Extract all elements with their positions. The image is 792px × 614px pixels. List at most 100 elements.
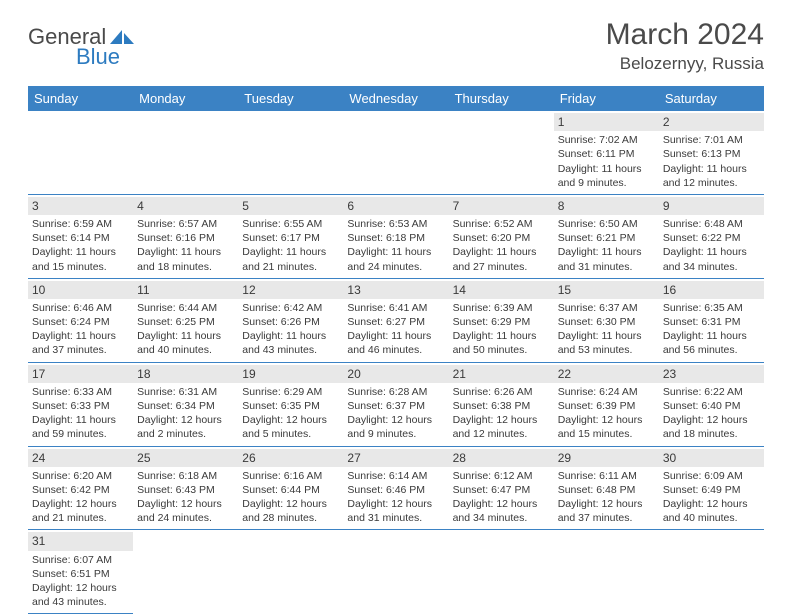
daylight-text-2: and 28 minutes. bbox=[242, 511, 339, 525]
sunrise-text: Sunrise: 6:12 AM bbox=[453, 469, 550, 483]
daylight-text-1: Daylight: 12 hours bbox=[32, 581, 129, 595]
day-number-bar: 15 bbox=[554, 281, 659, 299]
calendar-empty-cell bbox=[449, 530, 554, 614]
daylight-text-2: and 40 minutes. bbox=[137, 343, 234, 357]
sunrise-text: Sunrise: 6:14 AM bbox=[347, 469, 444, 483]
calendar-day-cell: 30 Sunrise: 6:09 AM Sunset: 6:49 PM Dayl… bbox=[659, 447, 764, 530]
day-number: 1 bbox=[558, 115, 565, 129]
sunset-text: Sunset: 6:24 PM bbox=[32, 315, 129, 329]
calendar-day-cell: 9 Sunrise: 6:48 AM Sunset: 6:22 PM Dayli… bbox=[659, 195, 764, 278]
day-number-bar: 3 bbox=[28, 197, 133, 215]
day-number-bar: 5 bbox=[238, 197, 343, 215]
daylight-text-2: and 9 minutes. bbox=[347, 427, 444, 441]
day-number-bar: 6 bbox=[343, 197, 448, 215]
daylight-text-2: and 40 minutes. bbox=[663, 511, 760, 525]
sunset-text: Sunset: 6:38 PM bbox=[453, 399, 550, 413]
calendar-day-cell: 21 Sunrise: 6:26 AM Sunset: 6:38 PM Dayl… bbox=[449, 363, 554, 446]
day-number-bar: 20 bbox=[343, 365, 448, 383]
daylight-text-2: and 27 minutes. bbox=[453, 260, 550, 274]
daylight-text-1: Daylight: 12 hours bbox=[663, 497, 760, 511]
sunrise-text: Sunrise: 6:48 AM bbox=[663, 217, 760, 231]
sunrise-text: Sunrise: 6:11 AM bbox=[558, 469, 655, 483]
day-number-bar: 29 bbox=[554, 449, 659, 467]
weekday-header: Monday bbox=[133, 86, 238, 111]
sunset-text: Sunset: 6:25 PM bbox=[137, 315, 234, 329]
sunset-text: Sunset: 6:51 PM bbox=[32, 567, 129, 581]
calendar-day-cell: 29 Sunrise: 6:11 AM Sunset: 6:48 PM Dayl… bbox=[554, 447, 659, 530]
sunrise-text: Sunrise: 6:39 AM bbox=[453, 301, 550, 315]
day-number: 4 bbox=[137, 199, 144, 213]
sunrise-text: Sunrise: 6:59 AM bbox=[32, 217, 129, 231]
sunrise-text: Sunrise: 6:46 AM bbox=[32, 301, 129, 315]
sunset-text: Sunset: 6:35 PM bbox=[242, 399, 339, 413]
daylight-text-1: Daylight: 11 hours bbox=[558, 245, 655, 259]
calendar-day-cell: 27 Sunrise: 6:14 AM Sunset: 6:46 PM Dayl… bbox=[343, 447, 448, 530]
daylight-text-1: Daylight: 12 hours bbox=[347, 413, 444, 427]
day-number-bar: 21 bbox=[449, 365, 554, 383]
day-number-bar: 13 bbox=[343, 281, 448, 299]
sunset-text: Sunset: 6:47 PM bbox=[453, 483, 550, 497]
day-number: 25 bbox=[137, 451, 150, 465]
daylight-text-2: and 31 minutes. bbox=[558, 260, 655, 274]
day-number: 31 bbox=[32, 534, 45, 548]
calendar-day-cell: 17 Sunrise: 6:33 AM Sunset: 6:33 PM Dayl… bbox=[28, 363, 133, 446]
sunset-text: Sunset: 6:33 PM bbox=[32, 399, 129, 413]
daylight-text-2: and 2 minutes. bbox=[137, 427, 234, 441]
daylight-text-1: Daylight: 12 hours bbox=[663, 413, 760, 427]
daylight-text-2: and 46 minutes. bbox=[347, 343, 444, 357]
calendar-day-cell: 15 Sunrise: 6:37 AM Sunset: 6:30 PM Dayl… bbox=[554, 279, 659, 362]
daylight-text-1: Daylight: 12 hours bbox=[32, 497, 129, 511]
calendar-day-cell: 14 Sunrise: 6:39 AM Sunset: 6:29 PM Dayl… bbox=[449, 279, 554, 362]
sunset-text: Sunset: 6:49 PM bbox=[663, 483, 760, 497]
daylight-text-2: and 37 minutes. bbox=[32, 343, 129, 357]
day-number: 6 bbox=[347, 199, 354, 213]
daylight-text-2: and 18 minutes. bbox=[137, 260, 234, 274]
calendar-day-cell: 10 Sunrise: 6:46 AM Sunset: 6:24 PM Dayl… bbox=[28, 279, 133, 362]
sunrise-text: Sunrise: 6:37 AM bbox=[558, 301, 655, 315]
day-number-bar: 24 bbox=[28, 449, 133, 467]
day-number-bar: 25 bbox=[133, 449, 238, 467]
day-number-bar: 8 bbox=[554, 197, 659, 215]
daylight-text-1: Daylight: 12 hours bbox=[242, 413, 339, 427]
daylight-text-2: and 43 minutes. bbox=[242, 343, 339, 357]
calendar-empty-cell bbox=[238, 530, 343, 614]
sunrise-text: Sunrise: 6:26 AM bbox=[453, 385, 550, 399]
sunset-text: Sunset: 6:48 PM bbox=[558, 483, 655, 497]
calendar-day-cell: 24 Sunrise: 6:20 AM Sunset: 6:42 PM Dayl… bbox=[28, 447, 133, 530]
sunrise-text: Sunrise: 6:09 AM bbox=[663, 469, 760, 483]
sunset-text: Sunset: 6:31 PM bbox=[663, 315, 760, 329]
sunset-text: Sunset: 6:27 PM bbox=[347, 315, 444, 329]
sunset-text: Sunset: 6:26 PM bbox=[242, 315, 339, 329]
day-number-bar: 1 bbox=[554, 113, 659, 131]
logo-text-blue: Blue bbox=[76, 44, 136, 70]
daylight-text-1: Daylight: 11 hours bbox=[242, 245, 339, 259]
sunrise-text: Sunrise: 6:18 AM bbox=[137, 469, 234, 483]
calendar-empty-cell bbox=[449, 111, 554, 194]
calendar-empty-cell bbox=[554, 530, 659, 614]
calendar-day-cell: 31 Sunrise: 6:07 AM Sunset: 6:51 PM Dayl… bbox=[28, 530, 133, 614]
sunrise-text: Sunrise: 6:28 AM bbox=[347, 385, 444, 399]
daylight-text-2: and 31 minutes. bbox=[347, 511, 444, 525]
calendar-day-cell: 4 Sunrise: 6:57 AM Sunset: 6:16 PM Dayli… bbox=[133, 195, 238, 278]
calendar-day-cell: 5 Sunrise: 6:55 AM Sunset: 6:17 PM Dayli… bbox=[238, 195, 343, 278]
day-number-bar: 7 bbox=[449, 197, 554, 215]
sunrise-text: Sunrise: 6:52 AM bbox=[453, 217, 550, 231]
day-number: 10 bbox=[32, 283, 45, 297]
calendar-empty-cell bbox=[133, 530, 238, 614]
sunset-text: Sunset: 6:40 PM bbox=[663, 399, 760, 413]
sunset-text: Sunset: 6:46 PM bbox=[347, 483, 444, 497]
day-number: 9 bbox=[663, 199, 670, 213]
calendar-day-cell: 11 Sunrise: 6:44 AM Sunset: 6:25 PM Dayl… bbox=[133, 279, 238, 362]
day-number: 14 bbox=[453, 283, 466, 297]
calendar-day-cell: 8 Sunrise: 6:50 AM Sunset: 6:21 PM Dayli… bbox=[554, 195, 659, 278]
weekday-header: Saturday bbox=[659, 86, 764, 111]
weekday-header: Tuesday bbox=[238, 86, 343, 111]
daylight-text-1: Daylight: 11 hours bbox=[663, 162, 760, 176]
sunrise-text: Sunrise: 6:22 AM bbox=[663, 385, 760, 399]
sunrise-text: Sunrise: 6:42 AM bbox=[242, 301, 339, 315]
day-number: 19 bbox=[242, 367, 255, 381]
daylight-text-1: Daylight: 12 hours bbox=[242, 497, 339, 511]
daylight-text-1: Daylight: 11 hours bbox=[137, 245, 234, 259]
day-number: 7 bbox=[453, 199, 460, 213]
calendar-body: 1 Sunrise: 7:02 AM Sunset: 6:11 PM Dayli… bbox=[28, 111, 764, 614]
